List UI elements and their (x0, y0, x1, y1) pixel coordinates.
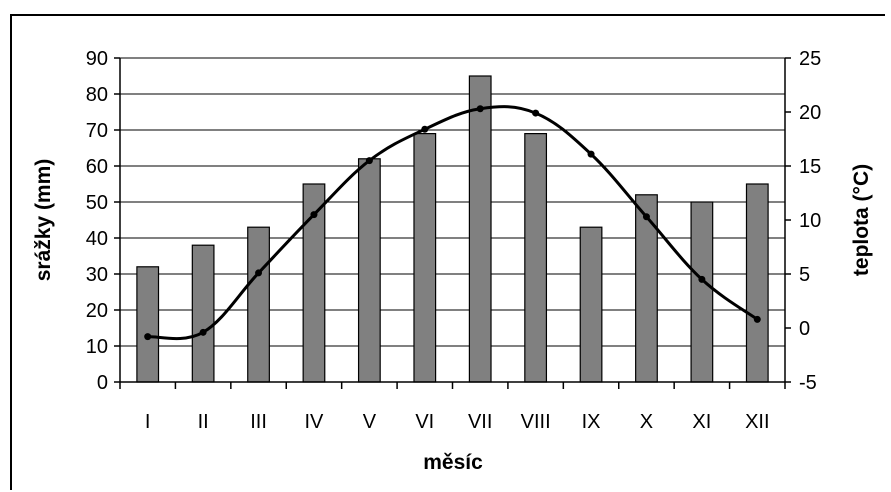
temperature-point (753, 315, 761, 323)
x-tick-label: VII (468, 411, 492, 433)
x-tick-label: V (363, 411, 377, 433)
temperature-curve (147, 105, 759, 341)
temperature-point (587, 150, 595, 158)
x-tick-label: X (640, 411, 653, 433)
left-tick-label: 10 (86, 336, 108, 358)
precipitation-bar (247, 226, 270, 383)
precipitation-bar (745, 183, 769, 383)
temperature-point (642, 213, 650, 221)
right-tick-label: 0 (799, 318, 810, 340)
x-tick-label: VIII (521, 411, 551, 433)
precipitation-bars (136, 75, 769, 383)
x-tick-label: I (145, 411, 151, 433)
temperature-point (532, 109, 540, 117)
precipitation-bar (136, 266, 160, 383)
x-axis-title: měsíc (423, 451, 483, 474)
precipitation-bar (413, 133, 437, 383)
gridlines (120, 57, 785, 347)
temperature-line (144, 105, 761, 341)
right-tick-label: 15 (799, 156, 821, 178)
right-tick-label: 10 (799, 210, 821, 232)
precipitation-bar (579, 226, 603, 383)
left-tick-label: 70 (86, 120, 108, 142)
precipitation-bar (635, 194, 658, 383)
x-tick-label: IV (305, 411, 325, 433)
left-tick-label: 0 (97, 372, 108, 394)
x-tick-label: II (198, 411, 209, 433)
x-tick-label: XII (745, 411, 769, 433)
x-tick-label: VI (415, 411, 434, 433)
precipitation-bar (690, 201, 714, 383)
precipitation-bar (357, 158, 381, 383)
right-tick-label: 25 (799, 48, 821, 70)
x-tick-label: XI (692, 411, 711, 433)
temperature-point (255, 269, 263, 277)
temperature-point (144, 333, 152, 341)
right-tick-label: -5 (799, 372, 817, 394)
temperature-point (421, 125, 429, 133)
left-tick-label: 20 (86, 300, 108, 322)
temperature-point (698, 275, 706, 283)
temperature-point (199, 328, 207, 336)
temperature-point (310, 211, 318, 219)
right-tick-label: 5 (799, 264, 810, 286)
left-tick-label: 30 (86, 264, 108, 286)
x-tick-label: III (250, 411, 267, 433)
left-tick-label: 90 (86, 48, 108, 70)
left-axis-title: srážky (mm) (32, 159, 55, 282)
x-tick-label: IX (582, 411, 601, 433)
right-axis-title: teplota (°C) (850, 164, 873, 276)
right-tick-label: 20 (799, 102, 821, 124)
left-tick-label: 40 (86, 228, 108, 250)
temperature-point (476, 105, 484, 113)
precipitation-bar (524, 133, 548, 383)
chart-frame (10, 14, 885, 490)
precipitation-bar (468, 75, 492, 383)
precipitation-bar (191, 244, 215, 383)
axes (114, 57, 791, 389)
left-tick-label: 60 (86, 156, 108, 178)
temperature-point (365, 157, 373, 165)
left-tick-label: 50 (86, 192, 108, 214)
left-tick-label: 80 (86, 84, 108, 106)
